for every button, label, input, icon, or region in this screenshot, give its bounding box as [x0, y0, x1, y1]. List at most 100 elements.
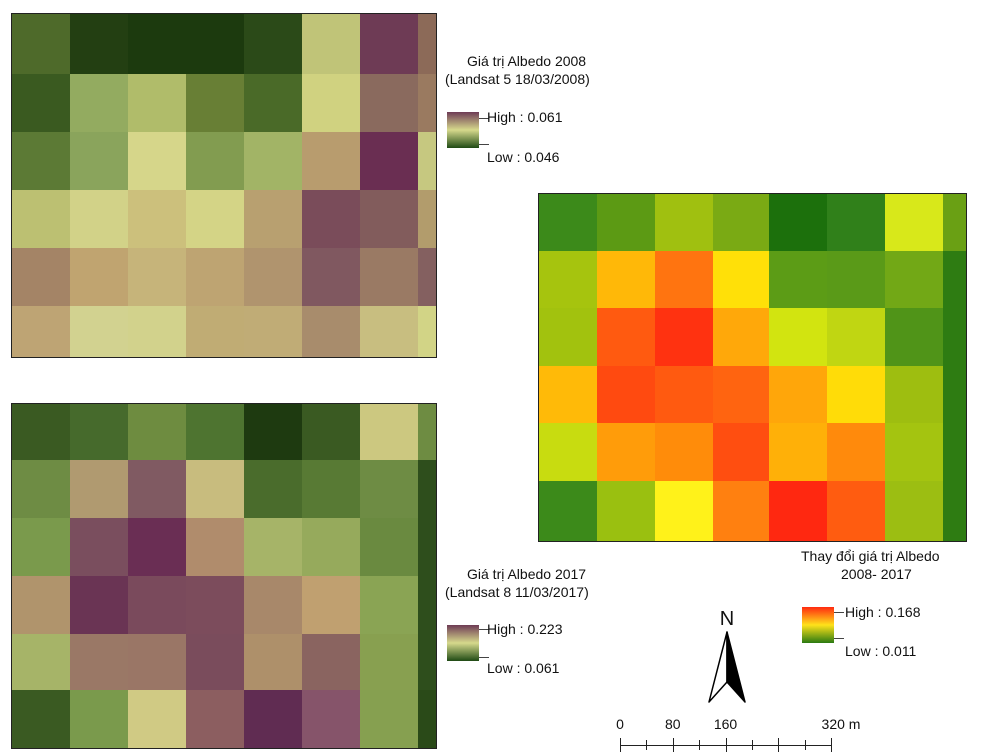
albedo_change-cell-5-2 [655, 481, 713, 541]
albedo-change-legend-subtitle: 2008- 2017 [841, 566, 912, 582]
albedo_2017-cell-3-0 [12, 576, 70, 634]
albedo_change-cell-0-3 [713, 194, 769, 251]
albedo_change-cell-4-0 [539, 423, 597, 481]
albedo_2017-cell-4-6 [360, 634, 418, 690]
albedo_2008-cell-4-1 [70, 248, 128, 306]
albedo-change-high-label: High : 0.168 [845, 604, 921, 620]
albedo_2008-cell-2-0 [12, 132, 70, 190]
scale-label-0: 0 [616, 716, 624, 732]
albedo_2008-cell-5-3 [186, 306, 244, 357]
albedo_2008-cell-0-4 [244, 14, 302, 74]
albedo_change-cell-2-4 [769, 308, 827, 366]
albedo-2017-legend-subtitle: (Landsat 8 11/03/2017) [445, 584, 589, 600]
albedo_2017-cell-5-2 [128, 690, 186, 748]
albedo_2008-cell-0-2 [128, 14, 186, 74]
albedo_2008-cell-3-1 [70, 190, 128, 248]
albedo_2008-cell-3-5 [302, 190, 360, 248]
albedo_change-cell-4-7 [943, 423, 966, 481]
scale-tick-40 [646, 740, 648, 750]
albedo_2017-cell-3-1 [70, 576, 128, 634]
albedo_2017-cell-4-1 [70, 634, 128, 690]
albedo_2017-cell-1-4 [244, 460, 302, 518]
albedo_2017-cell-5-7 [418, 690, 436, 748]
albedo-change-color-ramp [802, 607, 834, 643]
albedo_2017-cell-1-0 [12, 460, 70, 518]
albedo_change-cell-3-0 [539, 366, 597, 423]
albedo_change-cell-2-0 [539, 308, 597, 366]
albedo_change-cell-5-3 [713, 481, 769, 541]
scale-tick-0 [620, 738, 621, 752]
albedo_2017-cell-2-6 [360, 518, 418, 576]
albedo_change-cell-3-2 [655, 366, 713, 423]
albedo_2017-cell-1-3 [186, 460, 244, 518]
albedo_2008-cell-0-6 [360, 14, 418, 74]
albedo_2008-cell-3-6 [360, 190, 418, 248]
albedo_2017-cell-0-7 [418, 404, 436, 460]
albedo_2008-cell-1-6 [360, 74, 418, 132]
albedo_2008-cell-1-0 [12, 74, 70, 132]
scale-tick-80 [672, 738, 674, 752]
albedo_change-cell-0-4 [769, 194, 827, 251]
albedo_2017-cell-1-2 [128, 460, 186, 518]
albedo_change-cell-0-6 [885, 194, 943, 251]
albedo_change-cell-5-7 [943, 481, 966, 541]
albedo_2008-cell-2-7 [418, 132, 436, 190]
albedo_2017-cell-3-6 [360, 576, 418, 634]
albedo_change-cell-0-0 [539, 194, 597, 251]
albedo_2008-cell-4-7 [418, 248, 436, 306]
north-label: N [719, 608, 735, 630]
scale-tick-160 [725, 738, 727, 752]
scale-tick-200 [751, 740, 753, 750]
albedo_change-cell-4-2 [655, 423, 713, 481]
scale-tick-120 [699, 740, 701, 750]
albedo_change-cell-1-0 [539, 251, 597, 308]
albedo_change-cell-0-2 [655, 194, 713, 251]
albedo_change-cell-5-5 [827, 481, 885, 541]
albedo_2008-cell-1-1 [70, 74, 128, 132]
albedo_change-cell-3-1 [597, 366, 655, 423]
albedo_2017-cell-0-2 [128, 404, 186, 460]
albedo_2017-cell-5-5 [302, 690, 360, 748]
albedo_2008-cell-0-3 [186, 14, 244, 74]
albedo_2008-cell-3-4 [244, 190, 302, 248]
albedo_2008-cell-3-7 [418, 190, 436, 248]
scale-bar: 0 80 160 320 m [605, 716, 885, 756]
albedo_2017-cell-4-4 [244, 634, 302, 690]
albedo_2008-cell-4-4 [244, 248, 302, 306]
albedo_2008-cell-1-4 [244, 74, 302, 132]
albedo_change-cell-1-2 [655, 251, 713, 308]
north-arrow: N [703, 608, 751, 704]
albedo-2008-map [11, 13, 437, 358]
albedo_2017-cell-2-1 [70, 518, 128, 576]
albedo_2008-cell-5-4 [244, 306, 302, 357]
albedo-2008-legend-title: Giá trị Albedo 2008 [467, 53, 587, 69]
albedo_change-cell-2-1 [597, 308, 655, 366]
albedo_2017-cell-3-5 [302, 576, 360, 634]
albedo-2017-legend-title: Giá trị Albedo 2017 [467, 566, 587, 582]
albedo_2017-cell-5-3 [186, 690, 244, 748]
albedo_change-cell-3-3 [713, 366, 769, 423]
albedo_2008-cell-4-3 [186, 248, 244, 306]
albedo_2008-cell-4-0 [12, 248, 70, 306]
albedo_change-cell-0-7 [943, 194, 966, 251]
albedo-change-low-tick [834, 638, 844, 639]
albedo_2017-cell-1-7 [418, 460, 436, 518]
albedo_change-cell-3-7 [943, 366, 966, 423]
albedo_2008-cell-3-3 [186, 190, 244, 248]
albedo_change-cell-3-6 [885, 366, 943, 423]
albedo_2008-cell-1-7 [418, 74, 436, 132]
albedo_2008-cell-1-5 [302, 74, 360, 132]
albedo_2017-cell-4-7 [418, 634, 436, 690]
albedo_2017-cell-2-5 [302, 518, 360, 576]
albedo-2017-color-ramp [447, 625, 479, 661]
albedo_2008-cell-2-4 [244, 132, 302, 190]
albedo_2017-cell-2-0 [12, 518, 70, 576]
scale-label-80: 80 [664, 716, 681, 732]
albedo-change-map [538, 193, 967, 542]
albedo_change-cell-5-4 [769, 481, 827, 541]
albedo_change-cell-2-2 [655, 308, 713, 366]
albedo_change-cell-5-6 [885, 481, 943, 541]
albedo_change-cell-4-6 [885, 423, 943, 481]
albedo_2008-cell-1-2 [128, 74, 186, 132]
albedo_2017-cell-4-5 [302, 634, 360, 690]
